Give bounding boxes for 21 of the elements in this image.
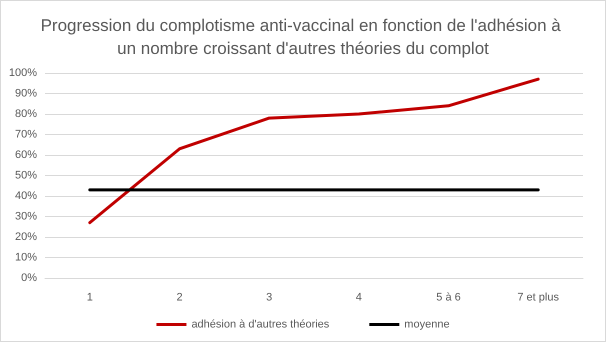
y-tick-label: 60% [14, 149, 38, 161]
x-tick-label: 2 [176, 292, 183, 304]
x-tick-label: 4 [356, 292, 362, 304]
y-tick-label: 70% [14, 128, 38, 140]
chart-title: Progression du complotisme anti-vaccinal en fonction de l'adhésion à un nombre croissant d'autres théories du complot [40, 16, 566, 58]
legend-label: moyenne [404, 318, 450, 330]
line-series [88, 78, 540, 224]
y-tick-label: 0% [21, 272, 38, 284]
legend-label: adhésion à d'autres théories [191, 318, 330, 330]
y-tick-label: 30% [14, 210, 38, 222]
y-tick-label: 10% [14, 252, 38, 264]
y-tick-label: 80% [14, 108, 38, 120]
x-tick-label: 3 [266, 292, 272, 304]
y-tick-label: 40% [14, 190, 38, 202]
y-tick-label: 50% [14, 170, 38, 182]
y-tick-label: 90% [14, 88, 38, 100]
y-tick-label: 20% [14, 231, 38, 243]
x-tick-label: 1 [86, 292, 93, 304]
y-tick-label: 100% [8, 67, 38, 79]
x-tick-label: 7 et plus [517, 292, 560, 304]
x-tick-label: 5 à 6 [436, 292, 461, 304]
